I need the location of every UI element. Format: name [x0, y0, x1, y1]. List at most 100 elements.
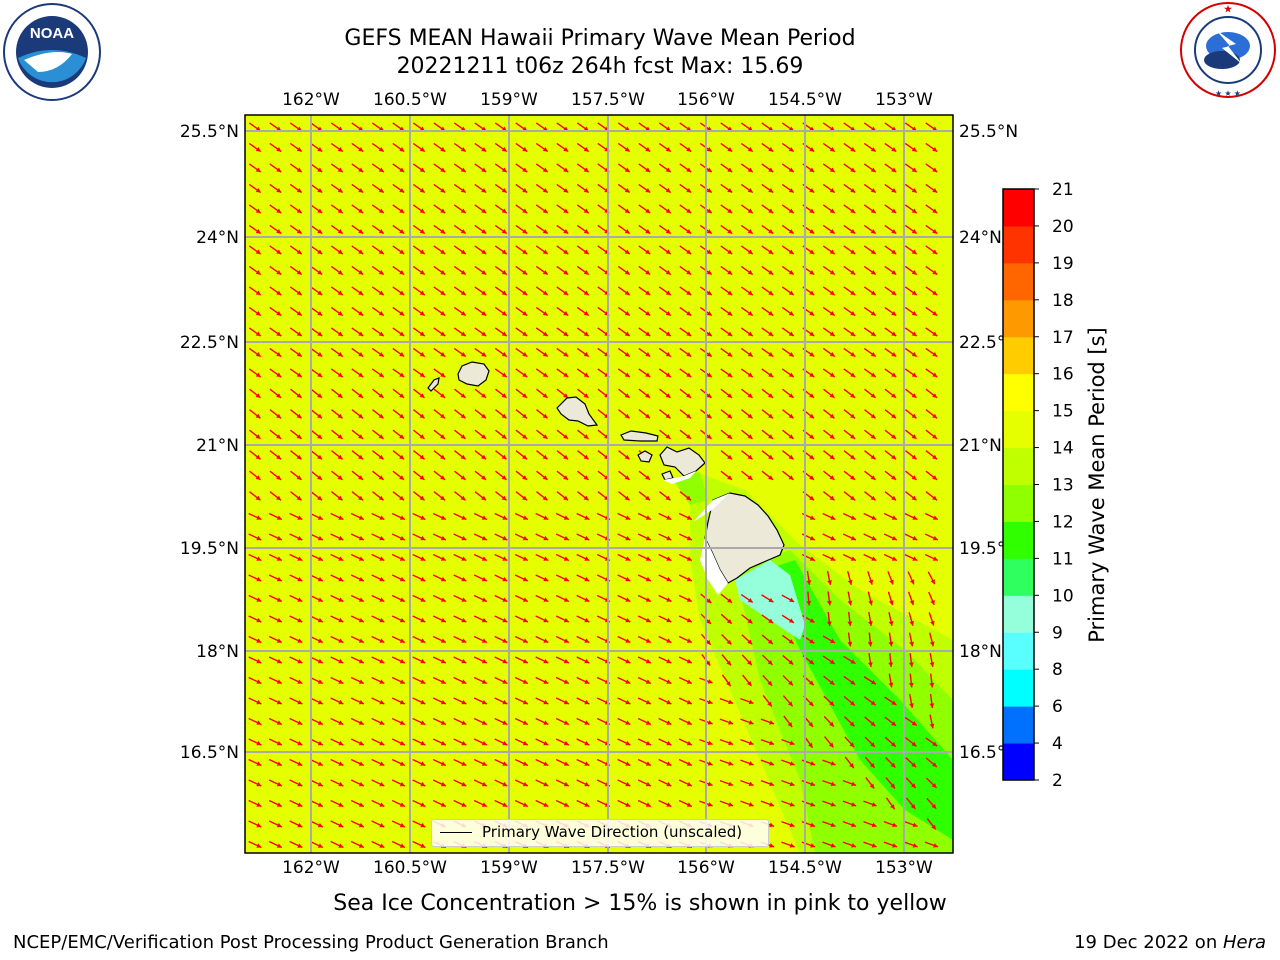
wave-arrowhead: [686, 556, 692, 561]
wave-arrowhead: [317, 413, 323, 419]
wave-arrowhead: [440, 597, 446, 602]
wave-arrowhead: [809, 331, 815, 337]
wave-arrowhead: [419, 167, 425, 173]
wave-arrowhead: [870, 434, 876, 439]
wave-arrowhead: [563, 617, 569, 623]
wave-arrowhead: [686, 699, 692, 705]
wave-arrowhead: [870, 413, 876, 419]
noaa-logo-icon: NOAA: [3, 3, 101, 101]
wave-arrowhead: [297, 576, 303, 582]
wave-arrowhead: [686, 597, 692, 602]
wave-arrowhead: [543, 576, 549, 582]
wave-arrowhead: [563, 638, 569, 643]
wave-arrowhead: [399, 638, 405, 643]
wave-arrowhead: [255, 434, 261, 439]
wave-arrowhead: [501, 393, 507, 398]
wave-arrowhead: [584, 658, 590, 664]
wave-arrowhead: [686, 167, 692, 173]
wave-arrowhead: [460, 331, 466, 337]
wave-arrowhead: [787, 701, 793, 707]
wave-arrowhead: [338, 597, 344, 602]
wave-arrowhead: [809, 372, 815, 378]
wave-arrowhead: [829, 270, 835, 275]
lon-tick-label: 156°W: [677, 858, 735, 878]
wave-arrowhead: [379, 761, 385, 766]
wave-arrowhead: [808, 680, 814, 686]
wave-arrowhead: [563, 393, 569, 398]
wave-arrowhead: [871, 843, 877, 848]
wave-arrowhead: [420, 535, 426, 541]
wave-arrowhead: [809, 311, 815, 316]
lon-tick-label: 162°W: [282, 858, 340, 878]
wave-arrowhead: [563, 720, 569, 725]
wave-arrowhead: [337, 475, 343, 480]
wave-arrowhead: [481, 658, 487, 664]
wave-arrowhead: [706, 229, 712, 234]
wave-arrowhead: [501, 331, 507, 337]
wave-arrowhead: [501, 454, 507, 460]
wave-arrowhead: [829, 311, 835, 316]
wave-arrowhead: [460, 167, 466, 173]
wave-arrowhead: [768, 393, 774, 398]
wave-arrowhead: [870, 495, 876, 501]
wave-arrowhead: [665, 147, 671, 152]
wave-arrowhead: [440, 761, 446, 766]
wave-arrowhead: [563, 454, 569, 460]
wave-arrowhead: [502, 535, 508, 541]
wave-arrowhead: [645, 781, 651, 787]
wave-arrowhead: [255, 147, 261, 152]
wave-arrowhead: [645, 311, 651, 316]
wave-arrowhead: [788, 331, 794, 337]
wave-arrowhead: [768, 454, 774, 460]
wave-arrowhead: [850, 270, 856, 275]
wave-arrowhead: [440, 372, 446, 378]
wave-arrowhead: [705, 639, 711, 645]
wave-arrowhead: [419, 434, 425, 439]
wave-arrowhead: [829, 331, 835, 337]
wave-arrowhead: [481, 352, 487, 357]
wave-arrowhead: [481, 535, 487, 541]
wave-arrowhead: [827, 580, 832, 585]
wave-arrowhead: [727, 249, 733, 255]
wave-arrowhead: [788, 147, 794, 152]
nws-logo-icon: ★ ★ ★ ★: [1180, 2, 1276, 98]
wave-arrowhead: [706, 372, 712, 378]
wave-arrowhead: [686, 515, 692, 520]
wave-arrowhead: [666, 740, 672, 746]
wave-arrowhead: [625, 679, 631, 684]
wave-arrowhead: [419, 393, 425, 398]
wave-arrowhead: [747, 639, 753, 645]
wave-arrowhead: [440, 617, 446, 623]
wave-arrowhead: [706, 147, 712, 152]
colorbar-tick-label: 15: [1052, 402, 1074, 422]
wave-arrowhead: [337, 311, 343, 316]
wave-arrowhead: [256, 679, 262, 684]
wave-arrowhead: [419, 454, 425, 460]
wave-arrowhead: [460, 352, 466, 357]
wave-arrowhead: [747, 454, 753, 460]
wave-arrowhead: [379, 597, 385, 602]
wave-arrowhead: [768, 413, 774, 419]
wave-arrowhead: [932, 270, 938, 275]
wave-arrowhead: [543, 720, 549, 725]
wave-arrowhead: [748, 720, 754, 725]
wave-arrowhead: [847, 600, 853, 606]
footer-date-text: 19 Dec 2022 on: [1074, 932, 1223, 953]
wave-arrowhead: [624, 147, 630, 152]
wave-arrowhead: [522, 290, 528, 296]
wave-arrowhead: [665, 249, 671, 255]
wave-arrowhead: [706, 270, 712, 275]
wave-arrowhead: [338, 679, 344, 684]
wave-arrowhead: [255, 352, 261, 357]
wave-arrowhead: [624, 495, 630, 501]
wave-arrowhead: [851, 802, 857, 807]
wave-arrowhead: [543, 535, 549, 541]
wave-arrowhead: [522, 208, 528, 214]
wave-arrowhead: [826, 600, 832, 606]
wave-arrowhead: [666, 638, 672, 643]
colorbar-segment: [1003, 595, 1034, 633]
wave-arrowhead: [727, 126, 733, 132]
wave-arrowhead: [501, 270, 507, 275]
colorbar-segment: [1003, 743, 1034, 781]
